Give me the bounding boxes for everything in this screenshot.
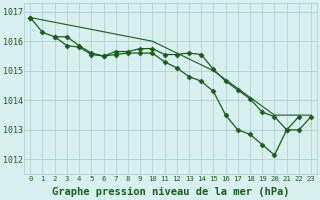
- X-axis label: Graphe pression niveau de la mer (hPa): Graphe pression niveau de la mer (hPa): [52, 187, 290, 197]
